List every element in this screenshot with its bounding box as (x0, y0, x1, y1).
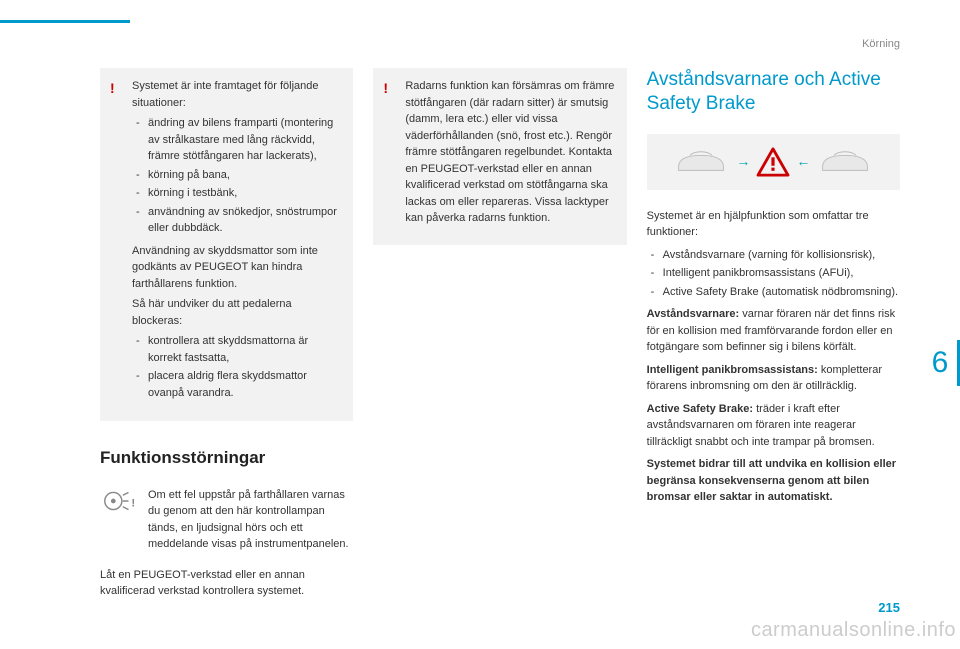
header-section: Körning (862, 36, 900, 53)
malfunction-outro: Låt en PEUGEOT-verkstad eller en annan k… (100, 567, 353, 600)
radar-warning-text: Radarns funktion kan försämras om främre… (405, 78, 614, 227)
warning-list-2: kontrollera att skyddsmattorna är korrek… (132, 333, 341, 401)
label: Avståndsvarnare: (647, 308, 740, 320)
feature-p4: Systemet bidrar till att undvika en koll… (647, 456, 900, 506)
warning-mats-2: Så här undviker du att pedalerna blocker… (132, 296, 341, 329)
warning-triangle-icon (756, 147, 790, 177)
list-item: användning av snökedjor, snöstrumpor ell… (132, 204, 341, 237)
page: Körning ! Systemet är inte framtaget för… (0, 0, 960, 649)
list-item: körning i testbänk, (132, 185, 341, 202)
list-item: Intelligent panikbromsassistans (AFUi), (647, 265, 900, 282)
dashboard-lamp-icon: ! (100, 487, 138, 553)
list-item: placera aldrig flera skyddsmattor ovanpå… (132, 368, 341, 401)
list-item: ändring av bilens framparti (montering a… (132, 115, 341, 165)
malfunction-text: Om ett fel uppstår på farthållaren varna… (148, 487, 353, 553)
top-accent-bar (0, 20, 130, 23)
list-item: Avståndsvarnare (varning för kollisionsr… (647, 247, 900, 264)
column-3: Avståndsvarnare och Active Safety Brake … (647, 68, 900, 606)
feature-p1: Avståndsvarnare: varnar föraren när det … (647, 306, 900, 356)
watermark: carmanualsonline.info (751, 615, 956, 645)
label: Active Safety Brake: (647, 403, 753, 415)
warning-intro: Systemet är inte framtaget för följande … (132, 78, 341, 111)
feature-list: Avståndsvarnare (varning för kollisionsr… (647, 247, 900, 301)
svg-text:!: ! (131, 497, 135, 509)
warning-box-system: ! Systemet är inte framtaget för följand… (100, 68, 353, 421)
exclamation-icon: ! (383, 78, 388, 99)
collision-illustration: → ← (647, 134, 900, 190)
list-item: körning på bana, (132, 167, 341, 184)
malfunction-block: ! Om ett fel uppstår på farthållaren var… (100, 487, 353, 553)
system-intro: Systemet är en hjälpfunktion som omfatta… (647, 208, 900, 241)
warning-box-radar: ! Radarns funktion kan försämras om främ… (373, 68, 626, 245)
feature-p3: Active Safety Brake: träder i kraft efte… (647, 401, 900, 451)
arrow-icon: → (736, 151, 750, 172)
car-front-icon (816, 148, 874, 176)
car-rear-icon (672, 148, 730, 176)
arrow-icon: ← (796, 151, 810, 172)
warning-list-1: ändring av bilens framparti (montering a… (132, 115, 341, 237)
content-columns: ! Systemet är inte framtaget för följand… (100, 68, 900, 606)
chapter-tab: 6 (920, 340, 960, 386)
list-item: Active Safety Brake (automatisk nödbroms… (647, 284, 900, 301)
column-2: ! Radarns funktion kan försämras om främ… (373, 68, 626, 606)
feature-p2: Intelligent panikbromsassistans: komplet… (647, 362, 900, 395)
label: Intelligent panikbromsassistans: (647, 364, 818, 376)
column-1: ! Systemet är inte framtaget för följand… (100, 68, 353, 606)
list-item: kontrollera att skyddsmattorna är korrek… (132, 333, 341, 366)
warning-mats-1: Användning av skyddsmattor som inte godk… (132, 243, 341, 293)
main-title: Avståndsvarnare och Active Safety Brake (647, 68, 900, 116)
exclamation-icon: ! (110, 78, 115, 99)
malfunction-title: Funktionsstörningar (100, 445, 353, 471)
